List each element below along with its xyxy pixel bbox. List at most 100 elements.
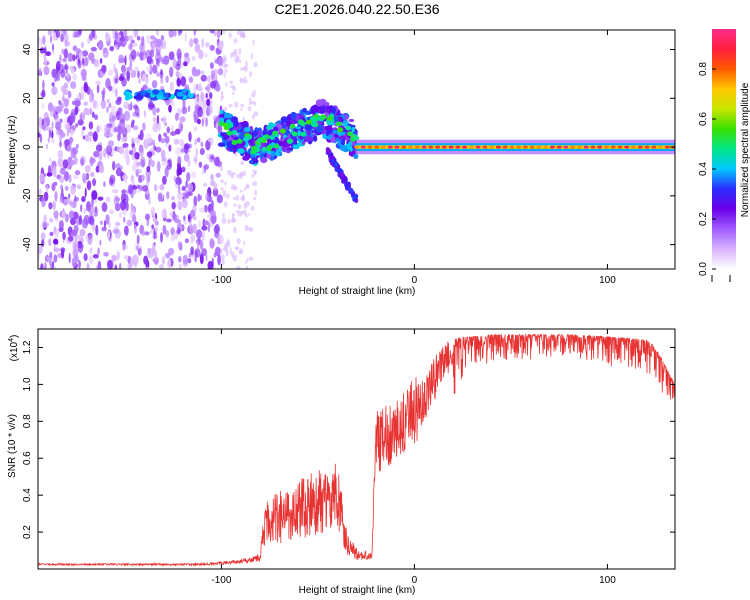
noise-blob <box>83 253 88 262</box>
noise-blob <box>101 202 108 213</box>
noise-blob <box>39 47 45 54</box>
spectrogram-xlabel: Height of straight line (km) <box>299 286 416 297</box>
noise-blob <box>217 124 223 135</box>
signal-blob <box>242 155 251 160</box>
noise-blob <box>191 55 196 61</box>
noise-blob <box>186 172 191 182</box>
line-peak <box>604 145 609 149</box>
noise-blob <box>154 184 157 192</box>
noise-blob <box>81 196 86 203</box>
noise-blob <box>41 239 45 247</box>
noise-blob <box>181 139 185 148</box>
noise-blob <box>43 65 50 76</box>
y-tick-label: 0.8 <box>22 414 33 428</box>
noise-blob <box>60 30 67 35</box>
noise-blob <box>76 184 81 190</box>
noise-blob <box>161 256 165 265</box>
line-peak <box>401 145 407 149</box>
noise-blob <box>194 154 198 165</box>
signal-core <box>266 145 273 150</box>
noise-blob <box>107 132 113 138</box>
signal-core <box>297 119 304 125</box>
noise-blob <box>207 260 214 269</box>
noise-blob <box>225 247 228 253</box>
x-tick-label: 100 <box>599 275 616 286</box>
y-tick-label: 20 <box>22 92 33 104</box>
noise-blob <box>220 179 224 184</box>
colorbar-tick-label: 0.4 <box>698 162 709 176</box>
noise-blob <box>233 226 237 234</box>
noise-blob <box>237 203 242 210</box>
noise-blob <box>223 72 226 78</box>
noise-blob <box>103 148 107 158</box>
colorbar-gradient <box>712 29 736 269</box>
noise-blob <box>249 71 253 78</box>
noise-blob <box>199 147 205 156</box>
noise-blob <box>205 117 208 127</box>
noise-blob <box>116 250 120 261</box>
noise-blob <box>240 160 244 166</box>
noise-blob <box>180 60 184 69</box>
noise-blob <box>225 82 228 87</box>
noise-blob <box>124 225 129 236</box>
noise-blob <box>207 222 211 233</box>
noise-blob <box>146 65 151 72</box>
noise-blob <box>230 172 235 179</box>
line-peak <box>455 145 461 149</box>
noise-blob <box>183 220 188 225</box>
noise-blob <box>81 50 89 57</box>
noise-blob <box>101 90 105 102</box>
noise-blob <box>236 237 241 245</box>
noise-blob <box>165 230 170 238</box>
noise-blob <box>78 215 83 225</box>
noise-blob <box>52 32 57 41</box>
signal-core <box>218 121 225 127</box>
signal-blob <box>266 153 271 159</box>
noise-blob <box>172 213 177 222</box>
noise-blob <box>161 149 166 160</box>
noise-blob <box>156 185 160 191</box>
noise-blob <box>213 156 221 167</box>
noise-blob <box>53 210 59 219</box>
noise-blob <box>240 107 243 111</box>
line-core <box>356 145 675 149</box>
noise-blob <box>138 146 144 157</box>
noise-blob <box>221 258 225 266</box>
line-peak <box>576 145 582 149</box>
noise-blob <box>105 196 111 203</box>
noise-blob <box>150 160 155 168</box>
line-peak <box>448 145 454 149</box>
noise-blob <box>167 258 172 269</box>
noise-blob <box>132 162 138 172</box>
noise-blob <box>100 71 104 78</box>
noise-blob <box>58 100 62 106</box>
noise-blob <box>64 213 69 223</box>
noise-blob <box>134 224 137 230</box>
noise-blob <box>53 238 59 245</box>
noise-blob <box>194 72 199 77</box>
noise-blob <box>234 101 239 108</box>
line-peak <box>489 145 495 149</box>
noise-blob <box>59 54 62 64</box>
noise-blob <box>171 201 176 210</box>
signal-blob <box>299 114 305 119</box>
noise-blob <box>173 138 180 145</box>
noise-blob <box>220 254 225 260</box>
noise-blob <box>164 156 168 161</box>
noise-blob <box>190 246 195 256</box>
noise-blob <box>251 173 255 178</box>
noise-blob <box>168 247 175 256</box>
signal-blob <box>353 153 359 159</box>
line-peak <box>475 145 481 149</box>
noise-blob <box>55 61 61 72</box>
signal-blob <box>219 110 224 114</box>
line-peak <box>570 145 576 149</box>
noise-blob <box>84 134 90 142</box>
noise-blob <box>200 70 205 75</box>
noise-blob <box>137 184 141 190</box>
noise-blob <box>206 98 211 107</box>
noise-blob <box>137 51 140 57</box>
noise-blob <box>172 57 177 69</box>
noise-blob <box>243 202 248 209</box>
noise-blob <box>163 55 170 65</box>
